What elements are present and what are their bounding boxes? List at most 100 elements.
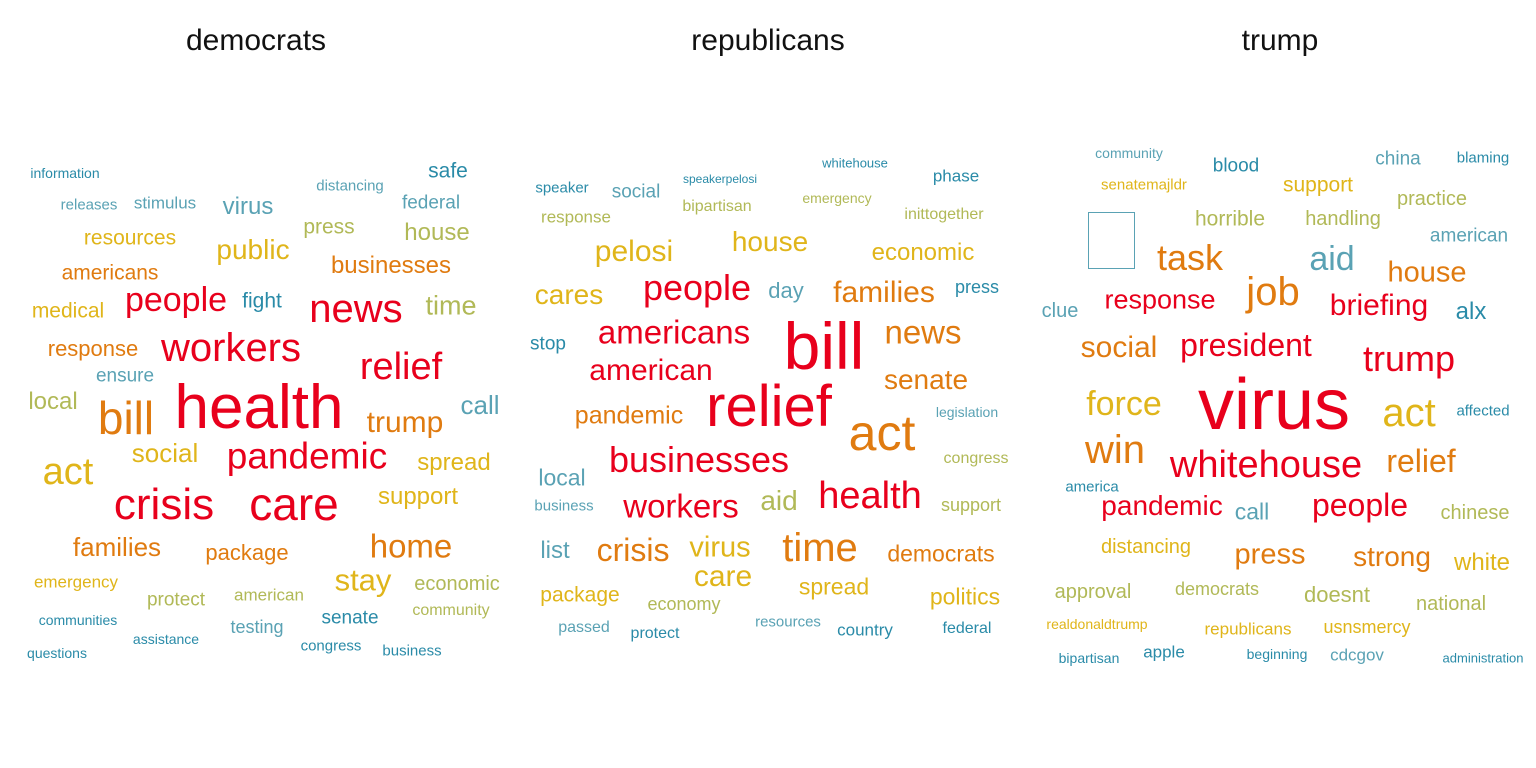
word-congress: congress [300, 637, 362, 655]
word-americans: americans [61, 261, 159, 285]
word-families: families [72, 532, 162, 562]
panel-title-republicans: republicans [691, 24, 845, 57]
word-stop: stop [530, 333, 566, 355]
word-workers: workers [623, 487, 739, 525]
word-national: national [1415, 593, 1487, 615]
word-business: business [382, 642, 442, 660]
word-support: support [1282, 173, 1354, 197]
word-bill: bill [783, 309, 865, 383]
word-handling: handling [1305, 208, 1381, 230]
word-economy: economy [647, 594, 721, 614]
word-senate: senate [883, 364, 969, 395]
word-aid: aid [1309, 240, 1355, 278]
word-medical: medical [31, 299, 105, 323]
word-fight: fight [242, 289, 282, 313]
wordcloud-panel-trump: trump virus whitehouse job act win trump force… [1024, 0, 1536, 768]
word-health: health [818, 475, 922, 517]
word-people: people [642, 267, 752, 308]
word-support: support [377, 483, 459, 510]
word-affected: affected [1456, 402, 1510, 420]
word-american: american [589, 354, 713, 387]
word-care: care [693, 560, 753, 593]
word-democrats: democrats [1174, 579, 1260, 599]
word-strong: strong [1353, 541, 1431, 572]
word-american: american [1429, 225, 1509, 247]
word-package: package [540, 583, 620, 607]
word-senate: senate [321, 607, 379, 629]
word-force: force [1086, 385, 1162, 423]
word-bipartisan: bipartisan [1058, 650, 1120, 666]
word-businesses: businesses [608, 439, 790, 480]
word-senatemajldr: senatemajldr [1101, 176, 1187, 194]
wordcloud-panel-democrats: democrats health care crisis bill news worker… [0, 0, 512, 768]
word-inittogether: inittogether [904, 206, 984, 223]
word-spread: spread [798, 573, 870, 600]
word-aid: aid [760, 485, 798, 516]
word-call: call [460, 390, 500, 420]
word-day: day [768, 278, 804, 303]
word-virus: virus [222, 193, 274, 220]
word-press: press [303, 215, 355, 239]
word-response: response [541, 207, 611, 227]
word-house: house [1387, 256, 1467, 289]
word-business: business [534, 497, 594, 515]
word-passed: passed [558, 619, 610, 636]
word-briefing: briefing [1329, 289, 1429, 322]
word-administration: administration [1442, 650, 1524, 666]
word-alx: alx [1455, 298, 1487, 325]
word-president: president [1180, 327, 1312, 363]
word-list: list [540, 537, 570, 564]
word-resources: resources [755, 613, 821, 631]
word-call: call [1234, 498, 1270, 525]
word-house: house [731, 226, 809, 257]
word-bill: bill [97, 392, 155, 444]
word-response: response [1104, 284, 1216, 315]
word-virus: virus [689, 531, 751, 564]
word-phase: phase [932, 166, 980, 186]
word-pandemic: pandemic [574, 401, 684, 430]
word-crisis: crisis [596, 532, 670, 568]
word-safe: safe [428, 159, 468, 183]
word-resources: resources [83, 226, 177, 250]
word-protect: protect [146, 589, 206, 611]
word-democrats: democrats [887, 540, 995, 567]
word-home: home [369, 527, 453, 565]
word-whitehouse: whitehouse [822, 155, 888, 171]
word-american: american [234, 585, 304, 605]
word-virus: virus [1197, 365, 1351, 445]
word-speaker: speaker [535, 179, 589, 197]
word-trump: trump [1362, 338, 1456, 379]
word-families: families [833, 276, 935, 309]
word-blaming: blaming [1456, 149, 1510, 167]
word-americans: americans [597, 313, 751, 351]
word-press: press [954, 277, 1000, 297]
word-public: public [216, 234, 290, 265]
word-time: time [782, 526, 858, 570]
word-approval: approval [1054, 581, 1132, 603]
word-people: people [124, 281, 228, 319]
word-win: win [1084, 428, 1146, 472]
word-federal: federal [942, 620, 992, 637]
word-republicans: republicans [1204, 619, 1292, 639]
word-community: community [412, 602, 490, 619]
word-package: package [205, 540, 289, 565]
word-speakerpelosi: speakerpelosi [682, 172, 758, 186]
word-community: community [1095, 145, 1163, 161]
word-support: support [940, 495, 1002, 515]
panel-title-trump: trump [1241, 24, 1319, 57]
word-spread: spread [417, 449, 491, 476]
word-job: job [1246, 270, 1300, 314]
word-stimulus: stimulus [133, 193, 197, 213]
word-economic: economic [414, 573, 500, 595]
word-america: america [1065, 478, 1119, 496]
word-apple: apple [1143, 642, 1185, 662]
word-cdcgov: cdcgov [1330, 645, 1384, 665]
word-communities: communities [38, 612, 118, 628]
word-trump: trump [366, 406, 444, 439]
word-economic: economic [871, 239, 975, 266]
word-country: country [837, 620, 893, 640]
word-china: china [1375, 148, 1421, 170]
word-ensure: ensure [95, 365, 155, 387]
word-blood: blood [1212, 155, 1260, 177]
word-local: local [28, 388, 78, 415]
